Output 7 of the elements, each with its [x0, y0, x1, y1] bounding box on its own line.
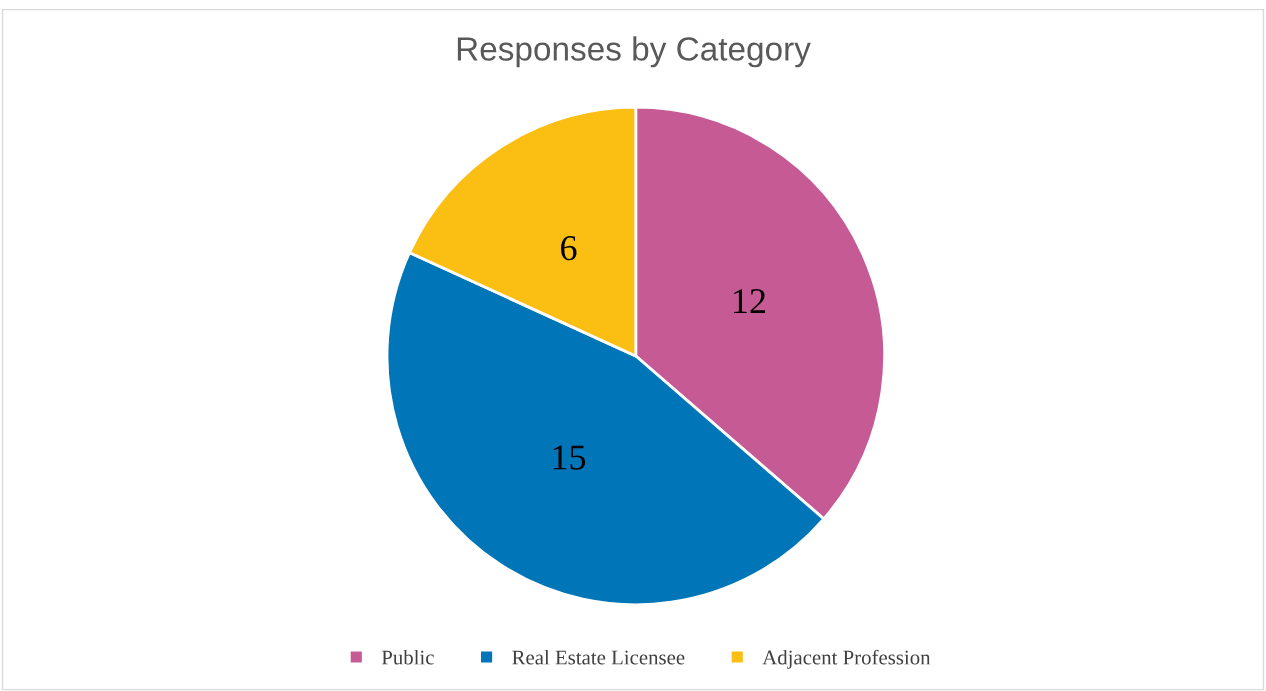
data-label: 15	[553, 445, 586, 470]
chart-title: Responses by Category	[457, 36, 811, 68]
data-label: 12	[734, 289, 765, 313]
legend-label: Real Estate Licensee	[512, 649, 685, 665]
legend-label: Adjacent Profession	[762, 649, 931, 669]
data-label: 6	[561, 236, 577, 261]
legend-label: Public	[381, 649, 434, 665]
